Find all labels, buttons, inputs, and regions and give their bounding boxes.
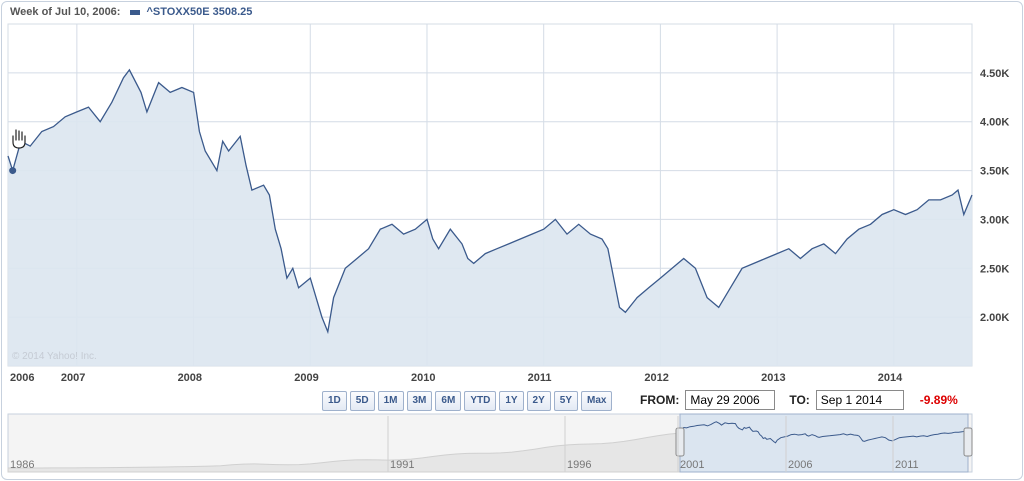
x-tick-label: 2006 bbox=[10, 372, 34, 384]
y-tick-label: 3.50K bbox=[980, 166, 1009, 178]
x-tick-label: 2010 bbox=[411, 372, 435, 384]
y-tick-label: 2.00K bbox=[980, 312, 1009, 324]
date-range: FROM: TO: -9.89% bbox=[640, 390, 958, 410]
week-label: Week of Jul 10, 2006: bbox=[10, 6, 121, 18]
y-tick-label: 3.00K bbox=[980, 214, 1009, 226]
range-button-2y[interactable]: 2Y bbox=[526, 391, 551, 411]
range-button-6m[interactable]: 6M bbox=[435, 391, 462, 411]
y-tick-label: 2.50K bbox=[980, 263, 1009, 275]
x-tick-label: 2012 bbox=[644, 372, 668, 384]
navigator-year-label: 1991 bbox=[390, 459, 414, 471]
hand-cursor-icon bbox=[12, 129, 26, 149]
navigator-year-label: 2001 bbox=[680, 459, 704, 471]
series-area bbox=[8, 69, 972, 367]
x-tick-label: 2009 bbox=[294, 372, 318, 384]
navigator-history-area bbox=[7, 432, 681, 473]
hover-point bbox=[9, 167, 17, 175]
from-date-input[interactable] bbox=[685, 390, 776, 410]
range-button-1y[interactable]: 1Y bbox=[499, 391, 524, 411]
navigator-line bbox=[679, 421, 969, 444]
range-button-group: 1D 5D 1M 3M 6M YTD 1Y 2Y 5Y Max bbox=[322, 391, 613, 411]
x-tick-label: 2008 bbox=[178, 372, 202, 384]
navigator-right-handle[interactable] bbox=[963, 427, 973, 457]
range-button-1m[interactable]: 1M bbox=[377, 391, 404, 411]
range-button-1d[interactable]: 1D bbox=[322, 391, 347, 411]
to-date-input[interactable] bbox=[815, 390, 904, 410]
x-tick-label: 2014 bbox=[878, 372, 903, 384]
navigator-year-label: 1986 bbox=[10, 459, 34, 471]
x-tick-label: 2011 bbox=[528, 372, 552, 384]
to-label: TO: bbox=[789, 393, 810, 407]
navigator-year-label: 1996 bbox=[567, 459, 591, 471]
range-button-5d[interactable]: 5D bbox=[349, 391, 375, 411]
y-tick-label: 4.50K bbox=[980, 68, 1009, 80]
series-swatch bbox=[130, 9, 141, 15]
x-tick-label: 2013 bbox=[761, 372, 785, 384]
chart-header: Week of Jul 10, 2006: ^STOXX50E 3508.25 bbox=[10, 6, 252, 18]
navigator-left-handle[interactable] bbox=[675, 427, 685, 457]
navigator-year-label: 2006 bbox=[788, 459, 812, 471]
series-line bbox=[7, 68, 973, 335]
series-label: ^STOXX50E 3508.25 bbox=[146, 6, 253, 18]
range-button-3m[interactable]: 3M bbox=[406, 391, 433, 411]
navigator-selection bbox=[679, 413, 969, 473]
y-tick-label: 4.00K bbox=[980, 117, 1009, 129]
change-percent: -9.89% bbox=[919, 393, 958, 407]
range-button-ytd[interactable]: YTD bbox=[464, 391, 497, 411]
x-tick-label: 2007 bbox=[61, 372, 85, 384]
copyright-text: © 2014 Yahoo! Inc. bbox=[12, 351, 97, 362]
navigator-year-label: 2011 bbox=[895, 459, 919, 471]
from-label: FROM: bbox=[640, 393, 680, 407]
range-button-max[interactable]: Max bbox=[581, 391, 613, 411]
range-button-5y[interactable]: 5Y bbox=[553, 391, 579, 411]
